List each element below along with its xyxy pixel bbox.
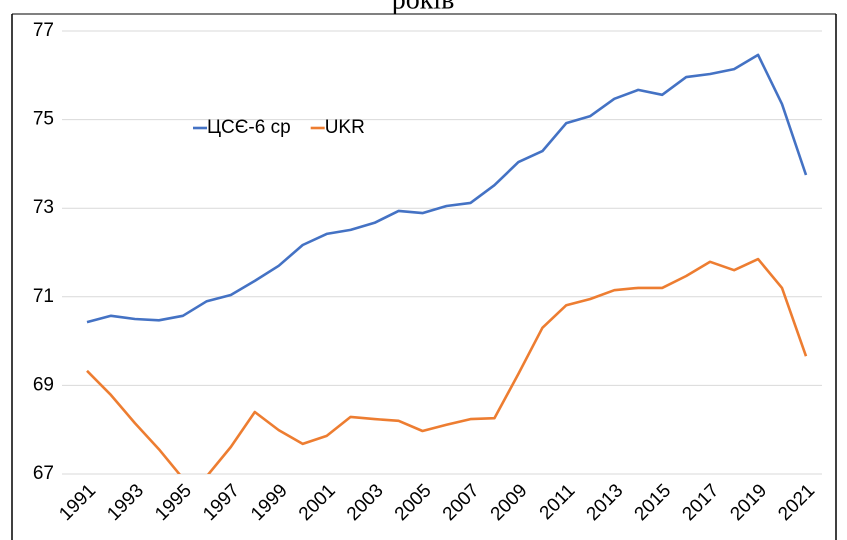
chart-title: років xyxy=(392,0,455,15)
y-tick-label: 75 xyxy=(33,109,54,130)
y-tick-label: 69 xyxy=(33,374,54,395)
legend-label: UKR xyxy=(325,117,365,138)
y-tick-label: 73 xyxy=(33,197,54,218)
series-line xyxy=(86,53,808,324)
series-line xyxy=(86,257,808,474)
y-tick-label: 71 xyxy=(33,286,54,307)
y-tick-label: 67 xyxy=(33,463,54,484)
legend-label: ЦСЄ-6 ср xyxy=(207,117,291,138)
y-tick-label: 77 xyxy=(33,20,54,41)
